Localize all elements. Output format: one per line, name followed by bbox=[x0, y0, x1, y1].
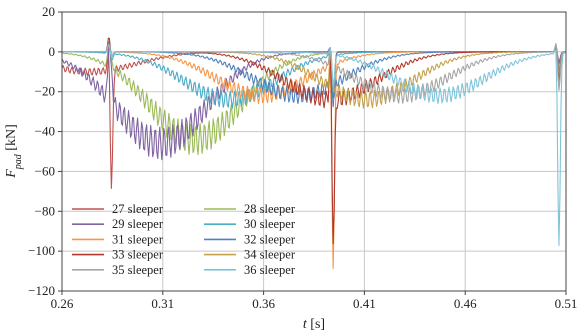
x-axis-unit: [s] bbox=[307, 317, 325, 332]
y-tick-label: −20 bbox=[35, 84, 55, 99]
y-axis-unit: [kN] bbox=[4, 124, 19, 154]
series-layer bbox=[61, 37, 567, 270]
legend-label: 33 sleeper bbox=[112, 248, 164, 262]
y-tick-label: 20 bbox=[42, 4, 55, 19]
y-tick-label: −40 bbox=[35, 124, 55, 139]
x-tick-label: 0.46 bbox=[454, 296, 477, 311]
legend: 27 sleeper 28 sleeper 29 sleeper 30 sleeper… bbox=[72, 202, 296, 277]
y-tick-label: −120 bbox=[28, 283, 55, 298]
y-axis-sub: pad bbox=[13, 153, 24, 170]
legend-label: 27 sleeper bbox=[112, 202, 164, 216]
x-axis-var: t bbox=[303, 317, 308, 332]
legend-label: 34 sleeper bbox=[244, 248, 296, 262]
legend-label: 29 sleeper bbox=[112, 217, 164, 231]
legend-label: 32 sleeper bbox=[244, 232, 296, 246]
x-tick-label: 0.26 bbox=[51, 296, 74, 311]
y-tick-label: −60 bbox=[35, 163, 55, 178]
plot-background bbox=[62, 12, 566, 291]
y-tick-label: 0 bbox=[49, 44, 56, 59]
legend-label: 36 sleeper bbox=[244, 263, 296, 277]
x-tick-label: 0.41 bbox=[353, 296, 376, 311]
y-tick-label: −80 bbox=[35, 203, 55, 218]
x-tick-label: 0.31 bbox=[151, 296, 174, 311]
series-line bbox=[62, 43, 567, 247]
x-tick-label: 0.51 bbox=[555, 296, 578, 311]
plot-frame bbox=[61, 11, 567, 292]
y-tick-label: −100 bbox=[28, 243, 55, 258]
y-axis-var: F bbox=[4, 169, 19, 179]
legend-label: 35 sleeper bbox=[112, 263, 164, 277]
x-axis-title: t [s] bbox=[303, 317, 325, 332]
x-axis: 0.26 0.31 0.36 0.41 0.46 0.51 bbox=[51, 291, 578, 311]
x-tick-label: 0.36 bbox=[252, 296, 275, 311]
y-axis-title: Fpad [kN] bbox=[4, 124, 24, 179]
legend-label: 28 sleeper bbox=[244, 202, 296, 216]
legend-label: 30 sleeper bbox=[244, 217, 296, 231]
y-axis: 20 0 −20 −40 −60 −80 −100 −120 bbox=[28, 4, 62, 298]
legend-label: 31 sleeper bbox=[112, 232, 164, 246]
